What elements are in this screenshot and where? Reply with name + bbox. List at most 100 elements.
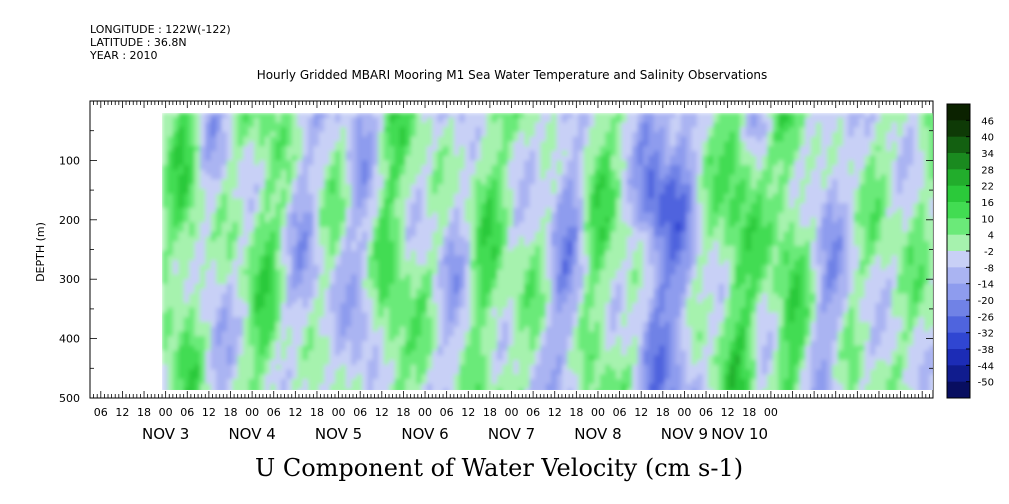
heatmap-cell: [437, 113, 444, 119]
heatmap-cell: [588, 331, 595, 337]
heatmap-cell: [259, 345, 266, 352]
heatmap-cell: [172, 160, 179, 166]
heatmap-cell: [540, 312, 547, 318]
heatmap-cell: [421, 160, 428, 166]
heatmap-cell: [210, 283, 217, 290]
heatmap-cell: [394, 260, 401, 266]
heatmap-cell: [243, 141, 250, 147]
heatmap-cell: [264, 331, 271, 337]
heatmap-cell: [610, 179, 617, 185]
heatmap-cell: [502, 179, 509, 185]
heatmap-cell: [518, 231, 525, 238]
heatmap-cell: [534, 288, 541, 295]
heatmap-cell: [280, 245, 287, 252]
heatmap-cell: [313, 307, 320, 314]
heatmap-cell: [351, 298, 358, 304]
heatmap-cell: [464, 250, 471, 257]
heatmap-cell: [567, 283, 574, 290]
heatmap-cell: [361, 331, 368, 337]
heatmap-cell: [340, 326, 347, 333]
heatmap-cell: [410, 236, 417, 242]
heatmap-cell: [226, 340, 233, 347]
heatmap-cell: [594, 127, 601, 133]
heatmap-cell: [405, 245, 412, 252]
heatmap-cell: [259, 127, 266, 133]
heatmap-cell: [583, 113, 590, 119]
heatmap-cell: [588, 369, 595, 375]
heatmap-cell: [199, 160, 206, 166]
heatmap-cell: [307, 136, 314, 142]
heatmap-cell: [572, 383, 579, 390]
heatmap-cell: [572, 136, 579, 142]
heatmap-cell: [470, 302, 477, 309]
heatmap-cell: [594, 317, 601, 323]
heatmap-cell: [216, 364, 223, 371]
heatmap-cell: [356, 150, 363, 157]
heatmap-cell: [297, 203, 304, 209]
heatmap-cell: [399, 369, 406, 375]
heatmap-cell: [270, 369, 277, 375]
heatmap-cell: [410, 165, 417, 171]
heatmap-cell: [610, 321, 617, 328]
heatmap-cell: [205, 388, 212, 390]
heatmap-cell: [551, 222, 558, 228]
heatmap-cell: [545, 226, 552, 233]
heatmap-cell: [588, 122, 595, 128]
heatmap-cell: [243, 355, 250, 361]
heatmap-cell: [480, 340, 487, 347]
heatmap-cell: [275, 302, 282, 309]
heatmap-cell: [318, 188, 325, 195]
heatmap-cell: [259, 217, 266, 223]
heatmap-cell: [199, 350, 206, 356]
heatmap-cell: [297, 226, 304, 233]
heatmap-cell: [313, 283, 320, 290]
heatmap-cell: [383, 364, 390, 371]
heatmap-cell: [448, 321, 455, 328]
heatmap-cell: [210, 274, 217, 280]
heatmap-cell: [329, 383, 336, 390]
heatmap-cell: [524, 184, 531, 190]
heatmap-cell: [345, 350, 352, 356]
heatmap-cell: [567, 298, 574, 304]
heatmap-cell: [199, 388, 206, 390]
heatmap-cell: [243, 345, 250, 352]
heatmap-cell: [194, 383, 201, 390]
heatmap-cell: [356, 236, 363, 242]
heatmap-cell: [167, 264, 174, 271]
heatmap-cell: [194, 174, 201, 181]
heatmap-cell: [243, 336, 250, 342]
heatmap-cell: [426, 193, 433, 200]
heatmap-cell: [486, 302, 493, 309]
heatmap-cell: [459, 122, 466, 128]
heatmap-cell: [432, 198, 439, 204]
heatmap-cell: [313, 369, 320, 375]
heatmap-cell: [313, 226, 320, 233]
heatmap-cell: [356, 302, 363, 309]
heatmap-cell: [221, 331, 228, 337]
heatmap-cell: [286, 359, 293, 366]
heatmap-cell: [480, 241, 487, 247]
heatmap-cell: [588, 250, 595, 257]
heatmap-cell: [216, 174, 223, 181]
heatmap-cell: [529, 255, 536, 261]
heatmap-cell: [432, 136, 439, 142]
heatmap-cell: [453, 203, 460, 209]
heatmap-cell: [459, 374, 466, 380]
heatmap-cell: [162, 193, 169, 200]
heatmap-cell: [491, 113, 498, 119]
heatmap-cell: [464, 136, 471, 142]
heatmap-cell: [372, 274, 379, 280]
heatmap-cell: [588, 355, 595, 361]
heatmap-cell: [237, 350, 244, 356]
heatmap-cell: [210, 378, 217, 385]
heatmap-cell: [551, 188, 558, 195]
heatmap-cell: [340, 336, 347, 342]
heatmap-cell: [189, 226, 196, 233]
heatmap-cell: [297, 160, 304, 166]
heatmap-cell: [356, 345, 363, 352]
heatmap-cell: [356, 264, 363, 271]
heatmap-cell: [199, 336, 206, 342]
heatmap-cell: [351, 350, 358, 356]
heatmap-cell: [426, 350, 433, 356]
heatmap-cell: [318, 212, 325, 219]
